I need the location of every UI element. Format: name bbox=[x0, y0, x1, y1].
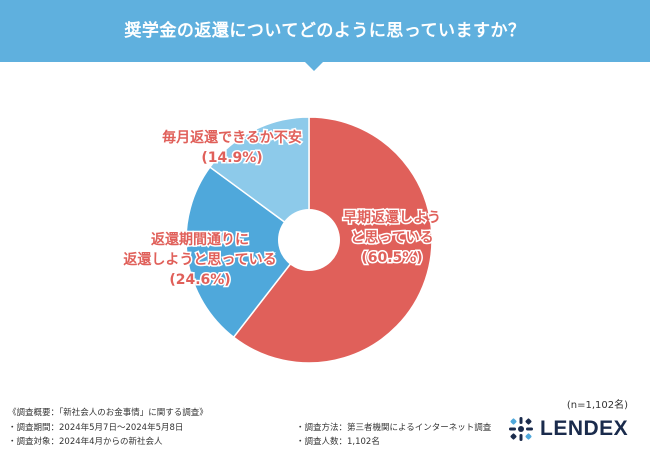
lendex-logo-text: LENDEX bbox=[540, 417, 629, 440]
survey-method: ・調査方法：第三者機関によるインターネット調査 bbox=[296, 423, 492, 433]
header-pointer bbox=[304, 61, 324, 71]
lendex-logo-icon bbox=[509, 417, 533, 441]
slice-label-0-line-0: 早期返還しよう bbox=[343, 209, 441, 226]
slice-label-0-line-1: と思っている bbox=[350, 230, 433, 246]
slice-value-label-1: (24.6%) bbox=[169, 272, 230, 288]
chart-title: 奨学金の返還についてどのように思っていますか？ bbox=[124, 21, 526, 41]
sample-size: (n=1,102名) bbox=[566, 400, 628, 411]
survey-target: ・調査対象：2024年4月からの新社会人 bbox=[8, 437, 163, 447]
survey-count: ・調査人数：1,102名 bbox=[296, 437, 380, 447]
slice-value-label-2: (14.9%) bbox=[201, 150, 262, 166]
slice-label-1-line-1: 返還しようと思っている bbox=[123, 251, 276, 268]
header-banner bbox=[0, 0, 650, 62]
survey-period: ・調査期間：2024年5月7日〜2024年5月8日 bbox=[8, 423, 184, 433]
survey-overview: 《調査概要：「新社会人のお金事情」に関する調査》 bbox=[8, 408, 208, 418]
slice-label-2-line-0: 毎月返還できるか不安 bbox=[162, 129, 302, 146]
pie-slice-1 bbox=[185, 166, 311, 339]
lendex-logo: LENDEX bbox=[508, 415, 638, 443]
slice-value-label-0: (60.5%) bbox=[361, 250, 422, 266]
donut-hole bbox=[278, 209, 340, 271]
slice-label-1-line-0: 返還期間通りに bbox=[151, 231, 249, 248]
pie-slice-2 bbox=[208, 116, 310, 242]
